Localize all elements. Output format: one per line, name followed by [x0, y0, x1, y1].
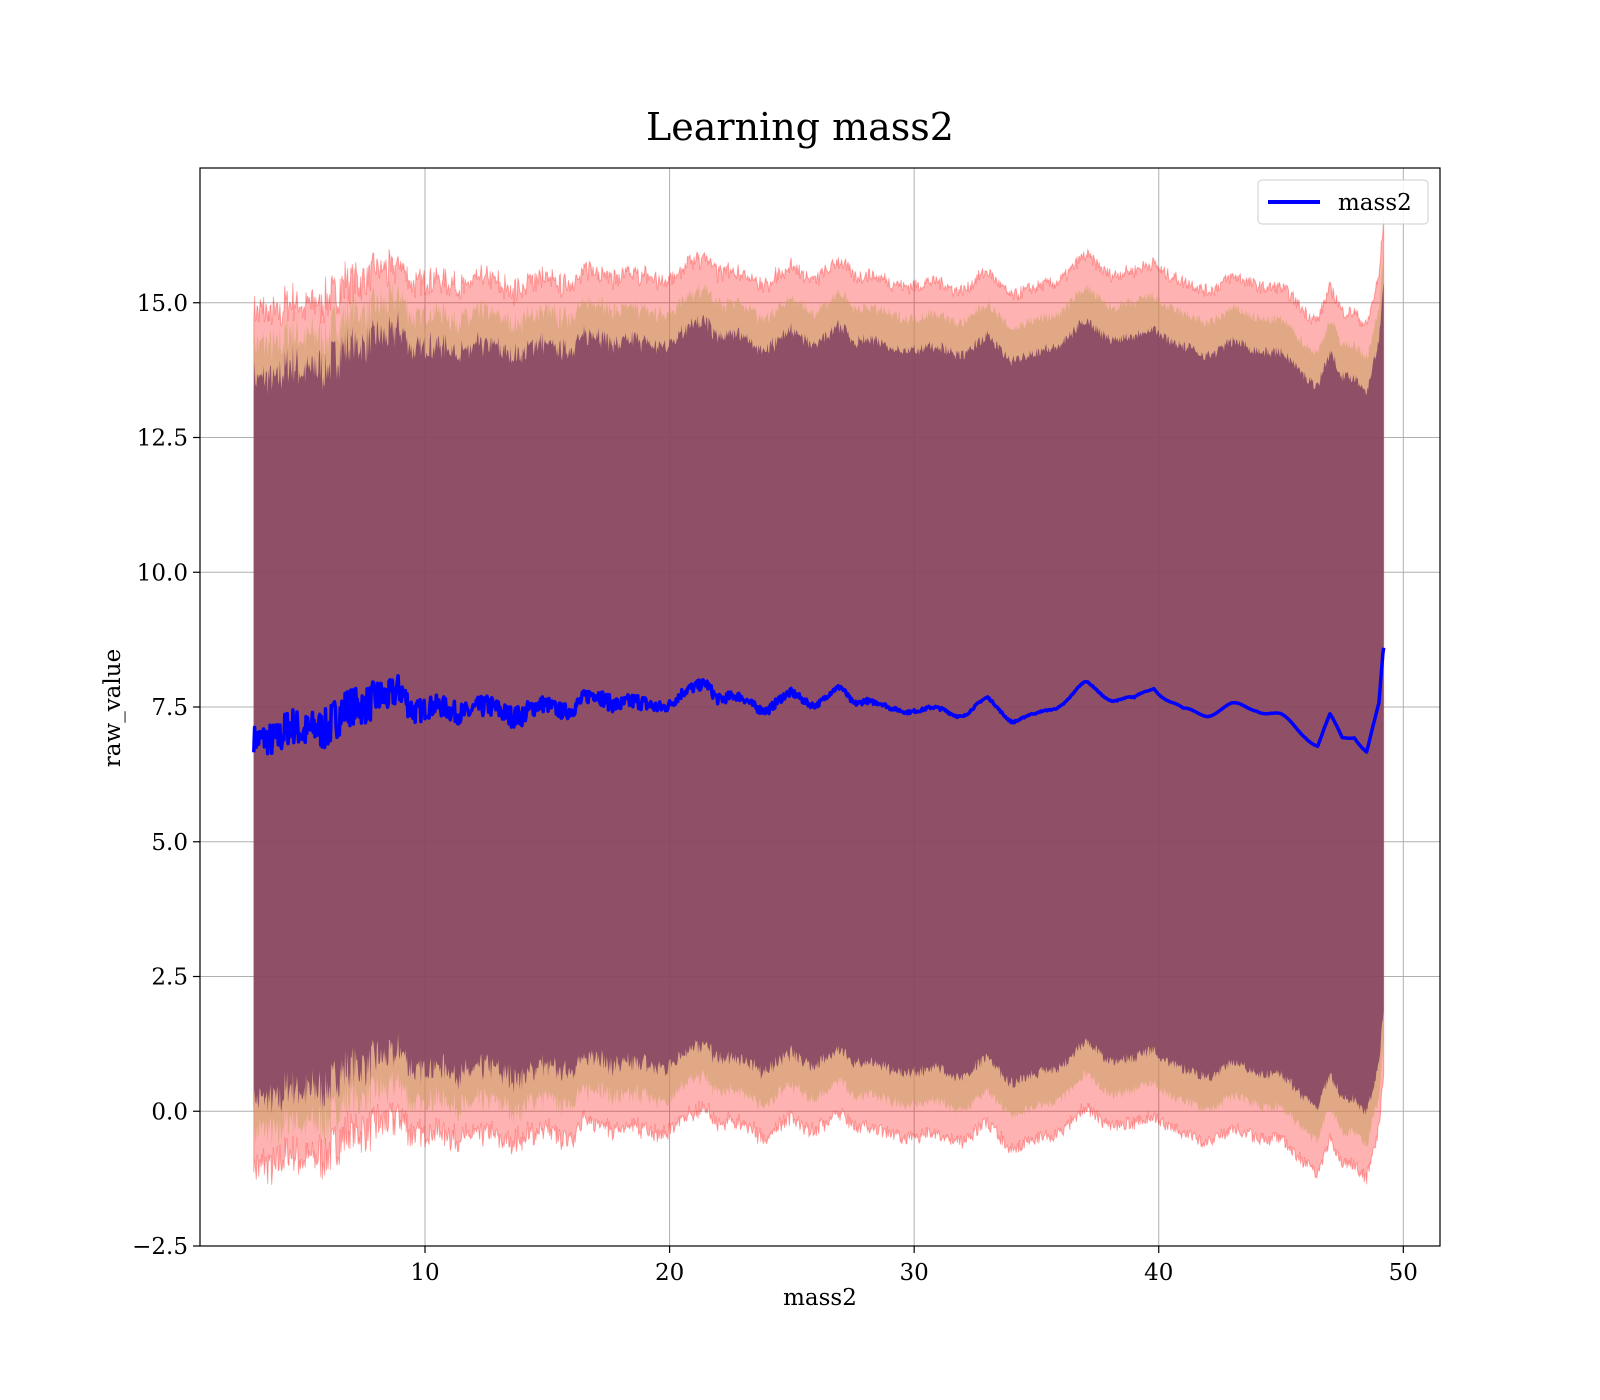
x-tick-label-4: 50 [1389, 1260, 1418, 1286]
y-tick-label-2: 2.5 [151, 965, 188, 991]
x-tick-label-0: 10 [410, 1260, 439, 1286]
x-tick-label-3: 40 [1144, 1260, 1173, 1286]
y-axis-label: raw_value [100, 649, 126, 767]
chart-title: Learning mass2 [646, 105, 954, 149]
x-tick-label-2: 30 [900, 1260, 929, 1286]
series-line-mass2 [252, 647, 1386, 756]
x-axis-label: mass2 [783, 1285, 857, 1311]
y-tick-label-4: 7.5 [151, 695, 188, 721]
y-tick-label-6: 12.5 [137, 426, 188, 452]
x-ticks: 10 20 30 40 50 [410, 1246, 1418, 1286]
legend: mass2 [1257, 179, 1429, 225]
y-tick-label-7: 15.0 [137, 291, 188, 317]
y-tick-label-5: 10.0 [137, 560, 188, 586]
y-tick-label-3: 5.0 [151, 830, 188, 856]
series-lines [252, 647, 1386, 756]
x-tick-label-1: 20 [655, 1260, 684, 1286]
y-tick-label-1: 0.0 [151, 1099, 188, 1125]
legend-label-mass2: mass2 [1338, 190, 1412, 216]
y-tick-label-0: −2.5 [132, 1234, 188, 1260]
legend-box [1257, 179, 1429, 225]
y-ticks: −2.5 0.0 2.5 5.0 7.5 10.0 12.5 15.0 [132, 291, 200, 1260]
